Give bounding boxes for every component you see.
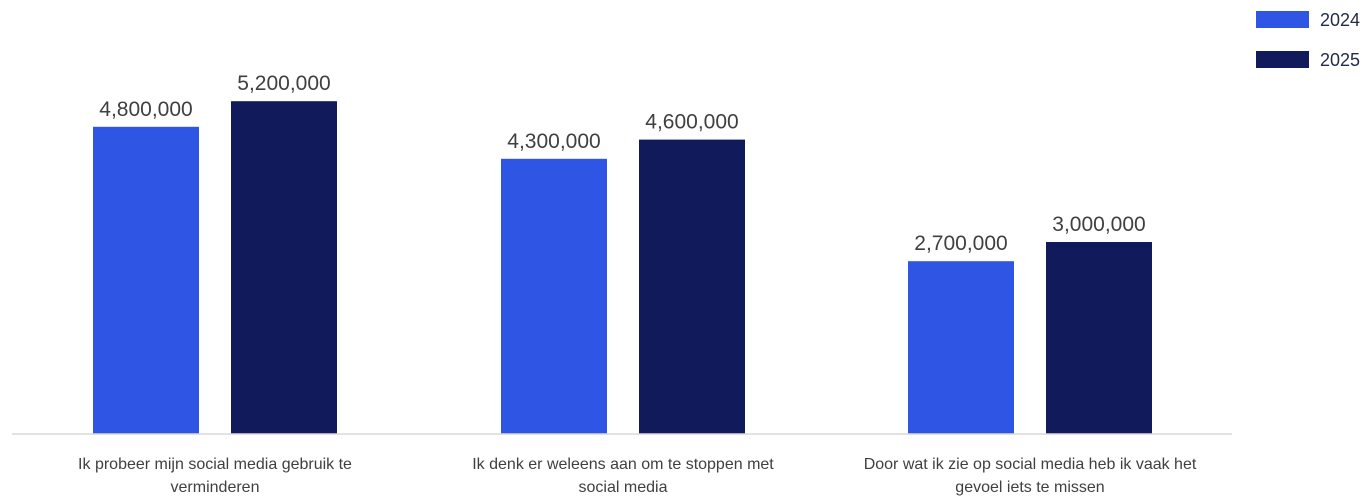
category-label-1-line-1: Ik probeer mijn social media gebruik te — [78, 456, 352, 473]
bar-2024-3 — [908, 261, 1014, 434]
bar-2025-3 — [1046, 242, 1152, 434]
value-label-2024-3: 2,700,000 — [914, 232, 1007, 255]
legend-swatch-2025 — [1256, 51, 1309, 68]
category-labels: Ik probeer mijn social media gebruik te v… — [78, 456, 1197, 496]
value-label-2025-2: 4,600,000 — [645, 111, 738, 134]
legend-label-2025: 2025 — [1320, 50, 1360, 70]
value-labels: 4,800,000 4,300,000 2,700,000 5,200,000 4,60… — [99, 72, 1145, 255]
value-label-2024-2: 4,300,000 — [507, 130, 600, 153]
bar-2024-2 — [501, 158, 607, 435]
bars — [93, 101, 1152, 435]
category-label-3-line-1: Door wat ik zie op social media heb ik v… — [864, 456, 1197, 473]
value-label-2024-1: 4,800,000 — [99, 98, 192, 121]
legend: 2024 2025 — [1256, 10, 1360, 70]
category-label-2-line-2: social media — [579, 479, 668, 496]
category-label-1-line-2: verminderen — [171, 479, 260, 496]
bar-2024-1 — [93, 126, 199, 435]
legend-swatch-2024 — [1256, 11, 1309, 28]
legend-label-2024: 2024 — [1320, 10, 1360, 30]
category-label-3-line-2: gevoel iets te missen — [955, 479, 1104, 496]
value-label-2025-3: 3,000,000 — [1052, 213, 1145, 236]
value-label-2025-1: 5,200,000 — [237, 72, 330, 95]
bar-2025-2 — [639, 139, 745, 434]
bar-2025-1 — [231, 101, 337, 434]
category-label-2-line-1: Ik denk er weleens aan om te stoppen met — [472, 456, 774, 473]
